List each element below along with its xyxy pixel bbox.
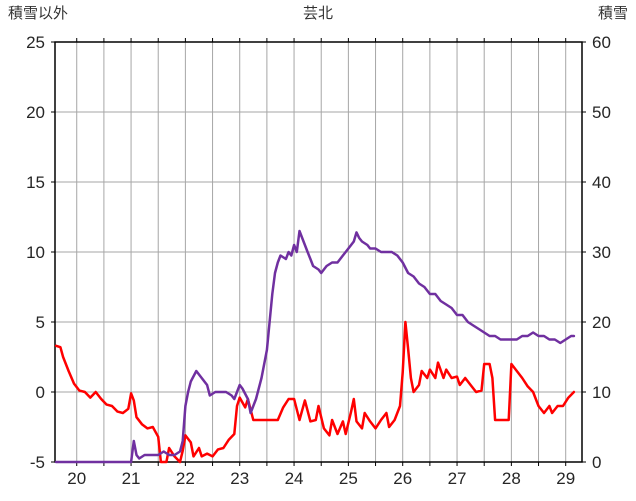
right-tick-label: 10	[592, 383, 611, 402]
right-tick-label: 40	[592, 173, 611, 192]
left-tick-label: 15	[26, 173, 45, 192]
x-tick-label: 22	[176, 469, 195, 488]
left-tick-label: 0	[36, 383, 45, 402]
right-tick-label: 60	[592, 33, 611, 52]
x-tick-label: 26	[393, 469, 412, 488]
right-tick-label: 20	[592, 313, 611, 332]
left-tick-label: 5	[36, 313, 45, 332]
right-tick-label: 0	[592, 453, 601, 472]
x-tick-label: 24	[285, 469, 304, 488]
right-tick-label: 30	[592, 243, 611, 262]
x-tick-label: 21	[122, 469, 141, 488]
left-tick-label: 25	[26, 33, 45, 52]
right-tick-label: 50	[592, 103, 611, 122]
right-axis-title: 積雪	[597, 5, 628, 22]
x-tick-label: 29	[556, 469, 575, 488]
left-tick-label: 10	[26, 243, 45, 262]
other-than-snow-line	[54, 320, 576, 464]
x-tick-label: 25	[339, 469, 358, 488]
x-tick-label: 27	[448, 469, 467, 488]
chart-title: 芸北	[302, 5, 333, 22]
x-tick-label: 23	[230, 469, 249, 488]
snow-depth-line	[54, 229, 576, 464]
x-tick-label: 28	[502, 469, 521, 488]
left-tick-label: -5	[30, 453, 45, 472]
left-tick-label: 20	[26, 103, 45, 122]
x-tick-label: 20	[67, 469, 86, 488]
left-axis-title: 積雪以外	[8, 5, 69, 22]
plot-border	[54, 41, 583, 463]
